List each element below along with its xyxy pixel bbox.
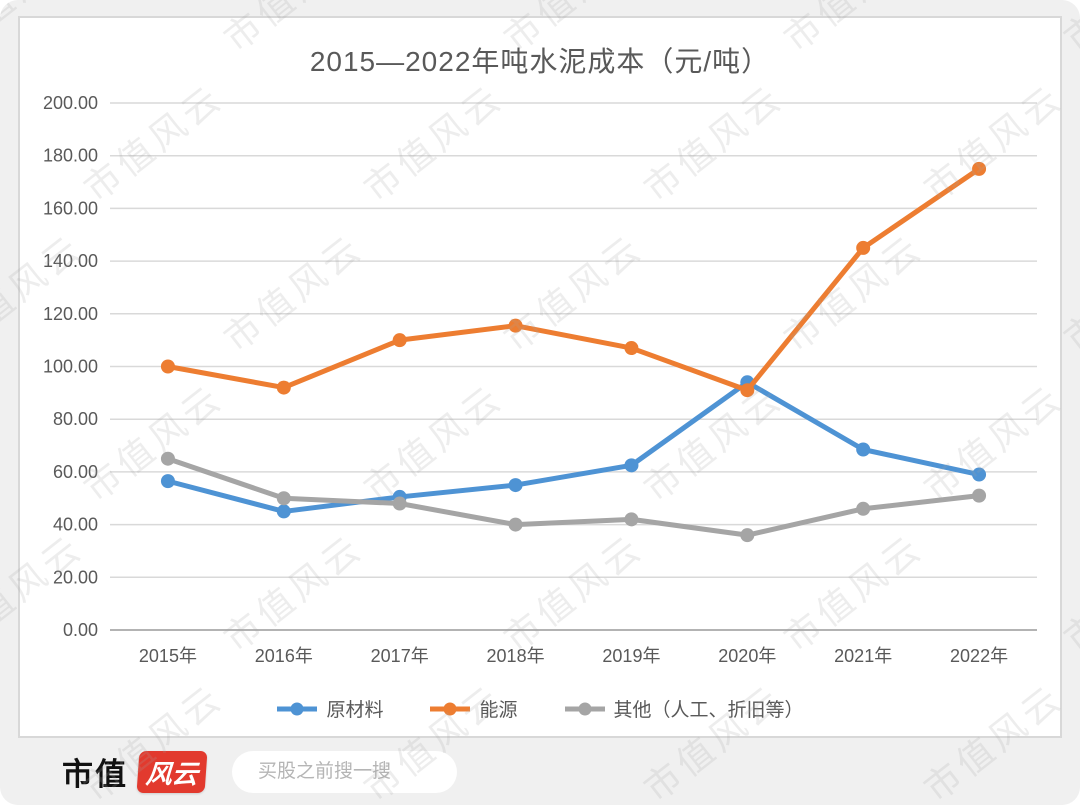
data-point — [508, 478, 523, 493]
data-point — [160, 474, 175, 489]
data-point — [740, 528, 755, 543]
chart-title: 2015—2022年吨水泥成本（元/吨） — [309, 46, 771, 77]
y-tick-label: 120.00 — [43, 304, 98, 324]
brand-text: 市值 — [62, 757, 128, 792]
y-tick-label: 0.00 — [63, 620, 98, 640]
legend-label: 其他（人工、折旧等） — [613, 700, 804, 721]
data-point — [392, 496, 407, 511]
y-tick-label: 80.00 — [53, 409, 98, 429]
y-tick-label: 100.00 — [43, 357, 98, 377]
data-point — [624, 341, 639, 356]
chart-panel: 0.00 20.00 40.00 60.00 80.00 100.00 120.00 140.… — [18, 16, 1062, 738]
x-tick-label: 2015年 — [139, 646, 197, 666]
data-point — [856, 501, 871, 516]
data-point — [276, 504, 291, 519]
brand-logo: 市值 风云 — [62, 749, 208, 794]
data-point — [972, 161, 987, 176]
y-tick-label: 40.00 — [53, 515, 98, 535]
data-point — [392, 333, 407, 348]
legend-label: 原材料 — [326, 700, 384, 721]
series-line-原材料 — [165, 379, 982, 514]
data-point — [508, 517, 523, 532]
y-tick-label: 140.00 — [43, 251, 98, 271]
x-tick-label: 2021年 — [834, 646, 892, 666]
x-tick-label: 2017年 — [371, 646, 429, 666]
data-point — [624, 512, 639, 527]
legend-label: 能源 — [479, 700, 518, 721]
data-point — [624, 458, 639, 473]
data-point — [740, 383, 755, 398]
legend-item[interactable]: 原材料 — [276, 695, 383, 722]
data-point — [276, 380, 291, 395]
legend-marker-icon — [564, 702, 605, 715]
x-tick-label: 2016年 — [255, 646, 313, 666]
x-tick-label: 2022年 — [950, 646, 1008, 666]
data-point — [160, 359, 175, 374]
footer-bar: 市值 风云 — [0, 738, 1080, 805]
x-tick-label: 2019年 — [602, 646, 660, 666]
data-point — [856, 442, 871, 457]
chart-legend: 原材料 能源 其他（人工、折旧等） — [20, 695, 1060, 722]
data-point — [276, 491, 291, 506]
y-tick-label: 200.00 — [43, 93, 98, 113]
x-tick-label: 2018年 — [487, 646, 545, 666]
data-point — [856, 240, 871, 255]
data-point — [972, 467, 987, 482]
y-tick-label: 180.00 — [43, 146, 98, 166]
series-line-能源 — [165, 166, 982, 393]
legend-item[interactable]: 能源 — [429, 695, 518, 722]
x-tick-label: 2020年 — [718, 646, 776, 666]
data-point — [972, 488, 987, 503]
cost-line-chart: 0.00 20.00 40.00 60.00 80.00 100.00 120.00 140.… — [43, 93, 1037, 666]
search-input[interactable] — [258, 760, 503, 783]
data-point — [160, 451, 175, 466]
brand-badge: 风云 — [136, 750, 208, 793]
y-tick-label: 20.00 — [53, 567, 98, 587]
legend-item[interactable]: 其他（人工、折旧等） — [564, 695, 804, 722]
search-bar[interactable] — [232, 750, 503, 793]
data-point — [508, 318, 523, 333]
legend-marker-icon — [430, 702, 471, 715]
series-line-其他（人工、折旧等） — [165, 456, 982, 538]
legend-marker-icon — [277, 702, 318, 715]
y-tick-label: 160.00 — [43, 198, 98, 218]
y-tick-label: 60.00 — [53, 462, 98, 482]
